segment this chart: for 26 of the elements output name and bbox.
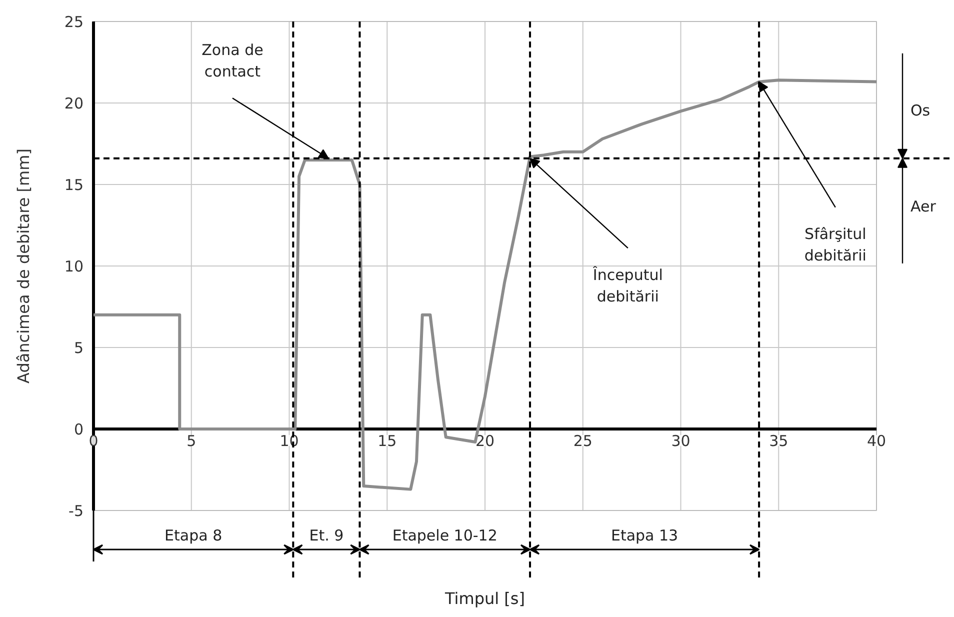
x-tick-label: 40 bbox=[866, 432, 886, 450]
x-tick-label: 35 bbox=[769, 432, 788, 450]
annotation: Zona de contact bbox=[202, 40, 264, 80]
text: Et. 9 bbox=[309, 526, 344, 544]
x-tick-label: 5 bbox=[186, 432, 196, 450]
x-tick-label: 20 bbox=[475, 432, 495, 450]
text: Etapele 10-12 bbox=[392, 526, 498, 544]
annotation: Sfârşitul debitării bbox=[804, 225, 866, 265]
text: Aer bbox=[910, 197, 937, 216]
y-tick-label: -5 bbox=[68, 502, 84, 520]
y-tick-label: 25 bbox=[64, 13, 84, 31]
annotation: Începutul debitării bbox=[592, 266, 663, 306]
text: Etapa 8 bbox=[164, 526, 222, 544]
y-tick-label: 20 bbox=[64, 94, 84, 112]
y-tick-label: 10 bbox=[64, 258, 84, 276]
x-axis-title: Timpul [s] bbox=[444, 589, 525, 608]
y-tick-label: 5 bbox=[74, 339, 84, 357]
x-tick-label: 0 bbox=[88, 432, 98, 450]
x-tick-label: 30 bbox=[671, 432, 690, 450]
x-tick-label: 25 bbox=[573, 432, 592, 450]
text: Os bbox=[910, 101, 930, 120]
y-axis-title: Adâncimea de debitare [mm] bbox=[14, 148, 33, 384]
y-tick-label: 0 bbox=[74, 420, 84, 438]
y-tick-label: 15 bbox=[64, 176, 84, 194]
text: Etapa 13 bbox=[610, 526, 678, 544]
x-tick-label: 15 bbox=[378, 432, 397, 450]
